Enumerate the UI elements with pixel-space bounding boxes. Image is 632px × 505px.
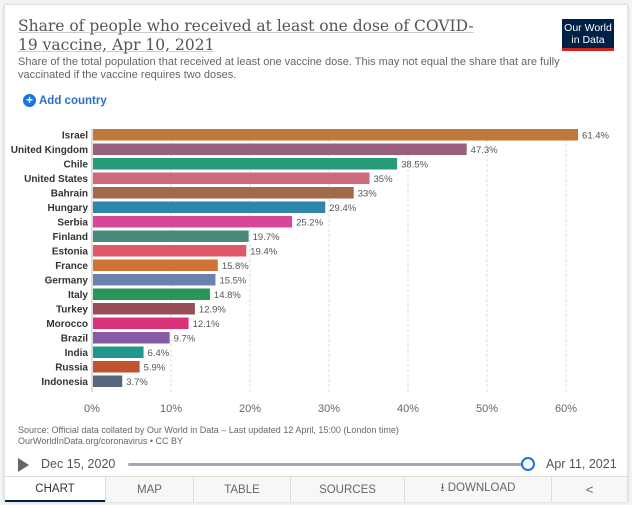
value-label: 47.3% — [471, 145, 498, 156]
value-label: 29.4% — [329, 203, 356, 214]
share-icon: < — [585, 482, 594, 497]
bar-russia — [93, 361, 140, 373]
tab-download[interactable]: ⭳ DOWNLOAD — [404, 477, 551, 502]
value-label: 14.8% — [214, 290, 241, 301]
bar-india — [93, 346, 144, 358]
bar-brazil — [93, 332, 170, 344]
share-button[interactable]: < — [551, 477, 627, 502]
value-label: 25.2% — [296, 218, 323, 229]
country-label: Hungary — [47, 203, 88, 214]
bar-united-kingdom — [93, 143, 467, 155]
value-label: 19.7% — [253, 232, 280, 243]
value-label: 3.7% — [126, 377, 148, 388]
x-tick-label: 50% — [476, 403, 498, 415]
add-country-label: Add country — [39, 94, 107, 107]
chart-card: Share of people who received at least on… — [4, 4, 628, 502]
tab-chart[interactable]: CHART — [5, 477, 105, 502]
country-label: United Kingdom — [11, 145, 88, 156]
country-label: France — [55, 261, 88, 272]
country-label: India — [65, 348, 89, 359]
bar-estonia — [93, 245, 247, 257]
bar-indonesia — [93, 375, 123, 387]
country-label: Bahrain — [51, 189, 88, 200]
owid-logo[interactable]: Our World in Data — [562, 19, 614, 51]
bar-italy — [93, 288, 210, 300]
bar-turkey — [93, 303, 195, 315]
country-label: Serbia — [57, 218, 88, 229]
bar-israel — [93, 129, 579, 141]
value-label: 12.9% — [199, 305, 226, 316]
tab-table[interactable]: TABLE — [193, 477, 290, 502]
bar-hungary — [93, 201, 326, 213]
country-label: United States — [24, 174, 88, 185]
chart-title[interactable]: Share of people who received at least on… — [18, 17, 474, 54]
country-label: Brazil — [61, 334, 88, 345]
add-country-button[interactable]: + Add country — [23, 94, 107, 107]
source-url[interactable]: OurWorldInData.org/coronavirus • CC BY — [18, 436, 184, 446]
value-label: 19.4% — [250, 247, 277, 258]
timeline-slider[interactable] — [128, 463, 528, 466]
timeline-handle[interactable] — [521, 457, 535, 471]
bar-chart: 0% 10% 20% 30% 40% 50% 60% Israel 61.4% United Ki… — [11, 129, 610, 415]
x-tick-label: 0% — [84, 403, 100, 415]
timeline-end: Apr 11, 2021 — [546, 457, 617, 471]
bar-germany — [93, 274, 216, 286]
country-label: Indonesia — [41, 377, 88, 388]
bar-france — [93, 259, 218, 271]
tab-sources[interactable]: SOURCES — [290, 477, 404, 502]
country-label: Finland — [52, 232, 88, 243]
value-label: 12.1% — [193, 319, 220, 330]
value-label: 15.5% — [219, 276, 246, 287]
tab-bar: CHART MAP TABLE SOURCES ⭳ DOWNLOAD < — [5, 476, 627, 502]
country-label: Germany — [45, 276, 89, 287]
value-label: 5.9% — [144, 363, 166, 374]
source-note: Source: Official data collated by Our Wo… — [18, 425, 399, 447]
timeline-start: Dec 15, 2020 — [41, 457, 116, 471]
country-label: Turkey — [56, 305, 88, 316]
country-label: Israel — [62, 131, 88, 142]
tab-map[interactable]: MAP — [105, 477, 193, 502]
x-tick-label: 20% — [239, 403, 261, 415]
bar-finland — [93, 230, 249, 242]
timeline: Dec 15, 2020 Apr 11, 2021 — [18, 455, 618, 475]
x-tick-label: 10% — [160, 403, 182, 415]
country-label: Estonia — [52, 247, 89, 258]
x-tick-label: 60% — [555, 403, 577, 415]
bar-chile — [93, 158, 398, 170]
country-label: Chile — [64, 160, 89, 171]
bar-serbia — [93, 216, 293, 228]
country-label: Italy — [68, 290, 88, 301]
x-tick-label: 40% — [397, 403, 419, 415]
chart-subtitle: Share of the total population that recei… — [18, 56, 560, 81]
country-label: Morocco — [46, 319, 88, 330]
x-tick-label: 30% — [318, 403, 340, 415]
value-label: 9.7% — [174, 334, 196, 345]
bar-bahrain — [93, 187, 354, 199]
country-label: Russia — [55, 363, 88, 374]
plus-circle-icon: + — [23, 94, 36, 107]
play-icon[interactable] — [18, 458, 29, 472]
value-label: 61.4% — [582, 131, 609, 142]
value-label: 33% — [358, 189, 378, 200]
value-label: 38.5% — [401, 160, 428, 171]
value-label: 15.8% — [222, 261, 249, 272]
source-text: Source: Official data collated by Our Wo… — [18, 425, 399, 435]
bar-morocco — [93, 317, 189, 329]
bar-united-states — [93, 172, 370, 184]
value-label: 35% — [374, 174, 394, 185]
value-label: 6.4% — [148, 348, 170, 359]
